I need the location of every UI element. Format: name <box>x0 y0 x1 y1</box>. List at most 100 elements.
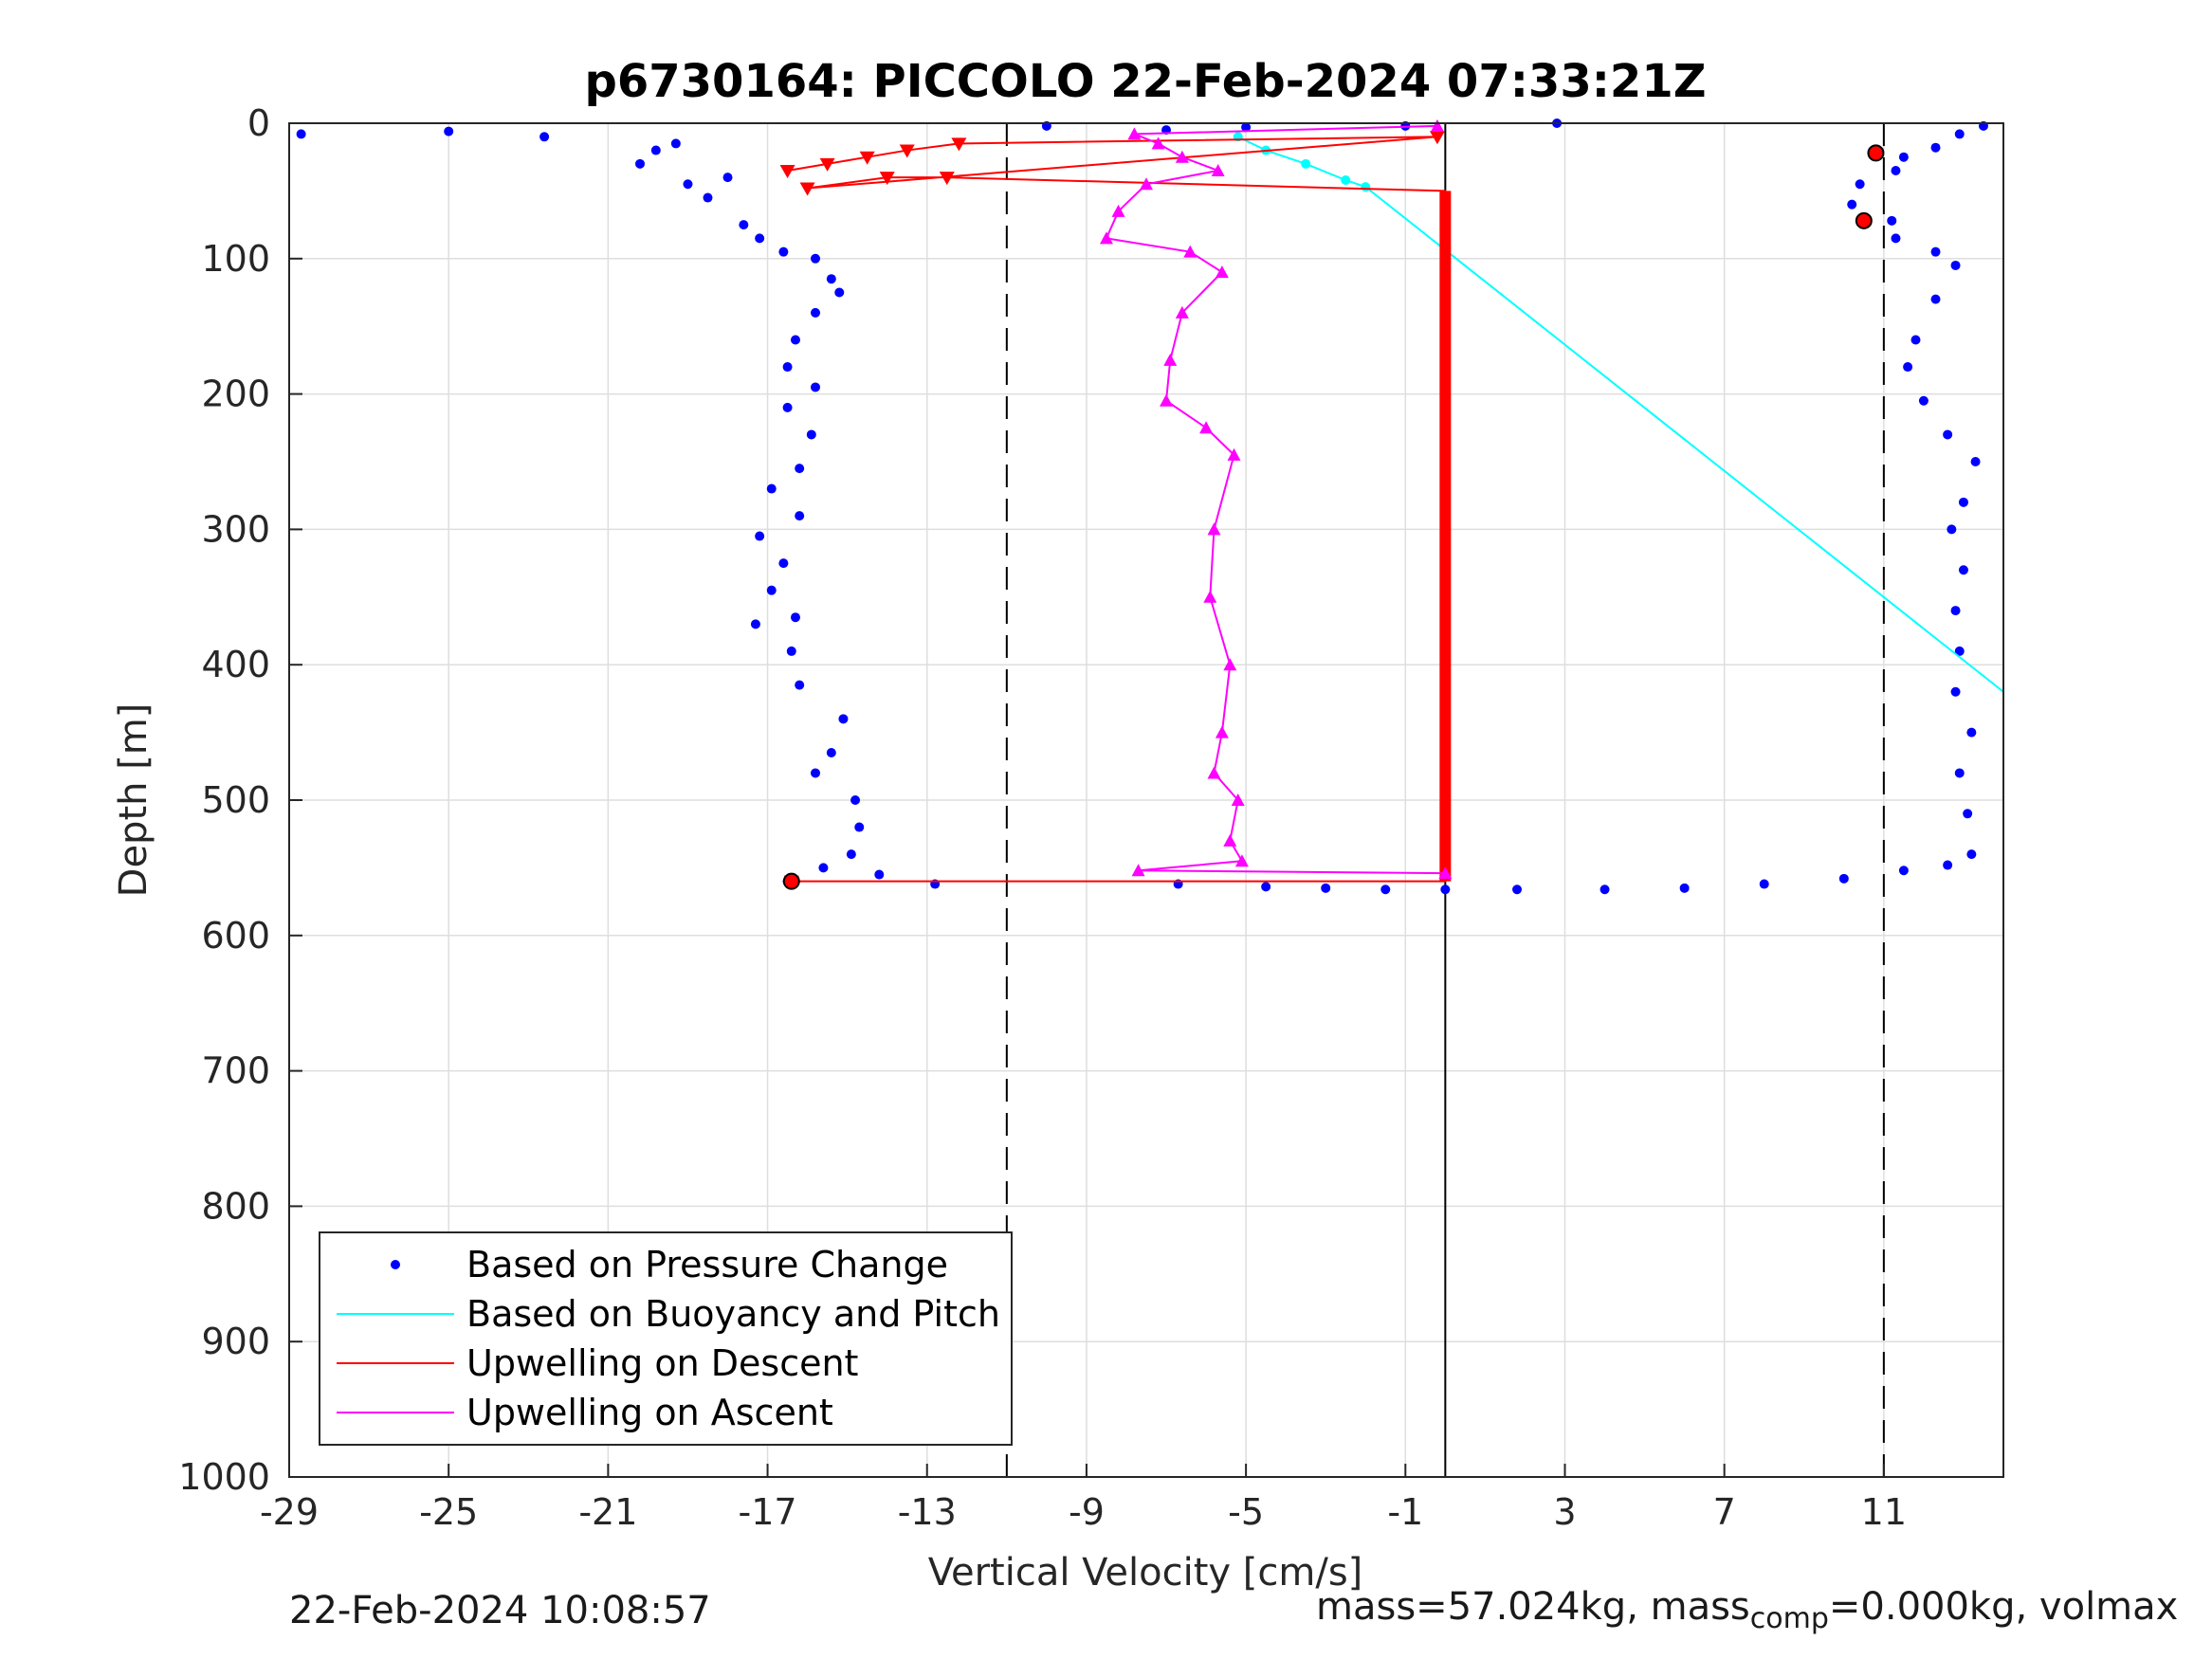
pressure-point <box>846 849 856 860</box>
descent-bar <box>1439 191 1452 882</box>
mass-text: mass=57.024kg, mass <box>1316 1585 1750 1629</box>
pressure-point <box>874 869 885 880</box>
pressure-point <box>795 464 805 474</box>
pressure-point <box>1380 884 1391 895</box>
pressure-point <box>1947 524 1957 535</box>
pressure-point <box>786 646 796 656</box>
pressure-point <box>1918 395 1929 406</box>
mass-suffix: =0.000kg, volmax <box>1828 1585 2179 1629</box>
footer-mass-info: mass=57.024kg, masscomp=0.000kg, volmax <box>1316 1585 2178 1635</box>
pressure-point <box>1891 165 1901 175</box>
buoyancy-point <box>1341 174 1351 185</box>
pressure-point <box>1903 362 1913 373</box>
pressure-point <box>1440 884 1451 895</box>
pressure-point <box>811 307 821 318</box>
x-tick-label: -5 <box>1228 1491 1264 1533</box>
x-tick-label: -21 <box>578 1491 637 1533</box>
x-tick-label: -17 <box>739 1491 797 1533</box>
mass-subscript: comp <box>1749 1602 1829 1635</box>
pressure-point <box>811 768 821 778</box>
y-tick-label: 200 <box>201 374 270 415</box>
chart-title: p6730164: PICCOLO 22-Feb-2024 07:33:21Z <box>584 55 1706 108</box>
buoyancy-point <box>1301 158 1311 169</box>
descent-marker <box>859 151 875 165</box>
pressure-point <box>739 220 749 230</box>
pressure-point <box>539 132 550 142</box>
data-series <box>296 118 2004 895</box>
ascent-marker <box>1131 864 1145 877</box>
pressure-point <box>1891 233 1901 244</box>
pressure-point <box>1954 129 1965 139</box>
pressure-point <box>1887 215 1897 226</box>
x-tick-label: -9 <box>1069 1491 1105 1533</box>
pressure-point <box>296 129 306 139</box>
pressure-point <box>1950 260 1961 270</box>
y-tick-label: 700 <box>201 1050 270 1092</box>
pressure-point <box>1943 429 1953 440</box>
y-tick-label: 400 <box>201 644 270 685</box>
pressure-point <box>1963 809 1973 819</box>
pressure-point <box>838 714 849 724</box>
pressure-point <box>1970 457 1981 466</box>
legend-label: Upwelling on Descent <box>466 1342 858 1384</box>
series-group <box>1233 132 2004 693</box>
series-group <box>1041 118 1988 895</box>
pressure-point <box>755 531 765 541</box>
pressure-point <box>1241 122 1252 133</box>
y-tick-label: 100 <box>201 238 270 280</box>
pressure-point <box>1958 565 1968 575</box>
ascent-marker <box>1099 231 1113 245</box>
y-tick-label: 300 <box>201 508 270 550</box>
pressure-point <box>1950 606 1961 616</box>
pressure-point <box>755 233 765 244</box>
descent-marker <box>951 137 967 152</box>
y-tick-label: 1000 <box>178 1456 270 1498</box>
pressure-point <box>818 863 829 873</box>
x-tick-label: -25 <box>419 1491 478 1533</box>
pressure-point <box>1943 860 1953 870</box>
ascent-marker <box>1151 137 1165 150</box>
pressure-point <box>806 429 816 440</box>
pressure-point <box>703 192 713 203</box>
pressure-point <box>1930 142 1941 153</box>
pressure-point <box>650 145 661 155</box>
x-tick-label: 3 <box>1553 1491 1576 1533</box>
pressure-point <box>826 748 836 758</box>
descent-end-marker <box>1867 144 1885 162</box>
pressure-point <box>1321 883 1331 893</box>
x-tick-label: -1 <box>1387 1491 1423 1533</box>
pressure-point <box>790 612 800 623</box>
ascent-marker <box>1175 150 1189 163</box>
y-tick-label: 0 <box>247 102 270 144</box>
ascent-marker <box>1227 447 1241 461</box>
pressure-point <box>1679 883 1690 893</box>
y-axis-label: Depth [m] <box>112 703 155 898</box>
ascent-marker <box>1160 393 1174 407</box>
series-group <box>779 131 1885 890</box>
ascent-marker <box>1215 265 1229 279</box>
pressure-point <box>1930 246 1941 257</box>
pressure-point <box>766 585 777 595</box>
axis-ticks: -29 -25 -21 -17 -13 -9 -5 -1 3 7 11010020030040050… <box>178 102 1907 1533</box>
legend: Based on Pressure Change Based on Buoyanc… <box>319 1231 1013 1446</box>
ascent-marker <box>1175 305 1189 319</box>
pressure-point <box>778 558 789 569</box>
pressure-point <box>1954 646 1965 656</box>
pressure-point <box>1847 199 1857 210</box>
descent-marker <box>1429 131 1445 145</box>
x-tick-label: -13 <box>898 1491 957 1533</box>
pressure-point <box>795 511 805 521</box>
pressure-point <box>782 362 793 373</box>
buoyancy-point <box>1361 182 1371 192</box>
ascent-marker <box>1163 353 1178 366</box>
pressure-point <box>444 126 454 137</box>
pressure-point <box>750 619 760 629</box>
descent-end-marker <box>1855 211 1873 229</box>
pressure-point <box>1759 879 1769 889</box>
descent-line <box>787 136 1447 883</box>
pressure-point <box>1910 335 1921 345</box>
ascent-marker <box>1223 833 1237 847</box>
ascent-marker <box>1183 245 1197 258</box>
descent-marker <box>819 157 835 172</box>
